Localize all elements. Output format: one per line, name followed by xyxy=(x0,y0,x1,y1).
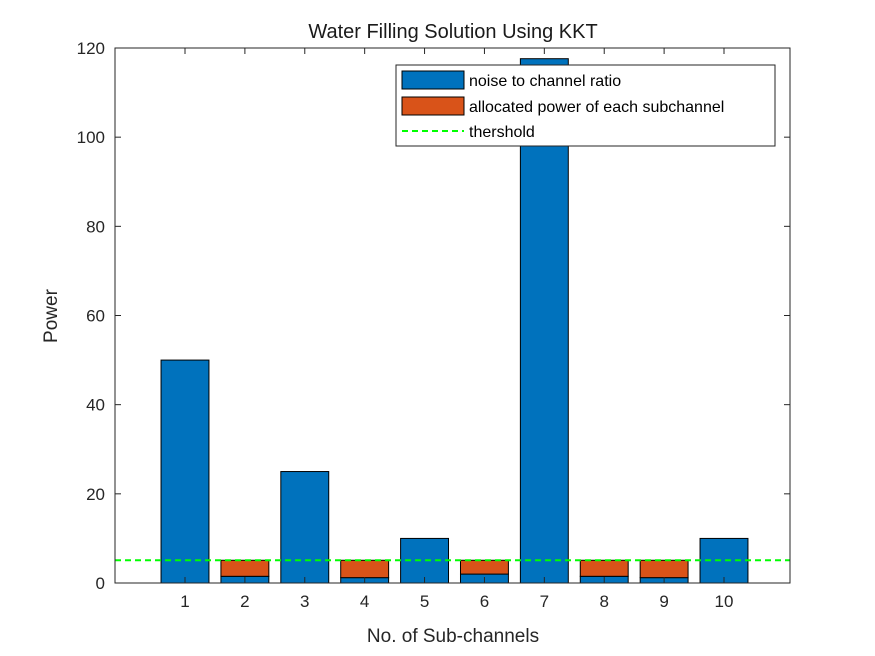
y-tick-label: 20 xyxy=(86,485,105,504)
bar-allocated-4 xyxy=(340,559,390,579)
bar-allocated-9 xyxy=(639,559,689,579)
x-tick-label: 5 xyxy=(420,592,429,611)
x-tick-label: 1 xyxy=(180,592,189,611)
y-tick-label: 0 xyxy=(96,574,105,593)
y-tick-label: 80 xyxy=(86,217,105,236)
y-tick-label: 100 xyxy=(77,128,105,147)
legend-label-threshold: thershold xyxy=(469,124,535,141)
y-axis-label: Power xyxy=(41,288,62,343)
x-tick-label: 4 xyxy=(360,592,369,611)
x-tick-label: 9 xyxy=(659,592,668,611)
legend: noise to channel ratio allocated power o… xyxy=(395,64,776,147)
legend-swatch-allocated xyxy=(401,96,465,116)
x-tick-label: 8 xyxy=(599,592,608,611)
y-tick-label: 40 xyxy=(86,396,105,415)
x-axis-ticks: 1 2 3 4 5 6 7 8 9 10 xyxy=(180,48,733,611)
legend-label-allocated: allocated power of each subchannel xyxy=(469,99,724,116)
x-tick-label: 2 xyxy=(240,592,249,611)
x-tick-label: 6 xyxy=(480,592,489,611)
y-tick-label: 60 xyxy=(86,307,105,326)
x-axis-label: No. of Sub-channels xyxy=(367,626,539,647)
x-tick-label: 7 xyxy=(540,592,549,611)
y-axis-ticks: 0 20 40 60 80 100 120 xyxy=(77,39,790,593)
chart-title: Water Filling Solution Using KKT xyxy=(308,21,597,43)
bar-allocated-2 xyxy=(220,559,270,577)
x-tick-label: 3 xyxy=(300,592,309,611)
x-tick-label: 10 xyxy=(715,592,734,611)
y-tick-label: 120 xyxy=(77,39,105,58)
bar-noise-3 xyxy=(280,471,330,584)
bar-noise-1 xyxy=(160,359,210,584)
bar-allocated-6 xyxy=(459,559,509,575)
legend-swatch-noise xyxy=(401,70,465,90)
legend-label-noise: noise to channel ratio xyxy=(469,73,621,90)
bar-allocated-8 xyxy=(579,559,629,577)
